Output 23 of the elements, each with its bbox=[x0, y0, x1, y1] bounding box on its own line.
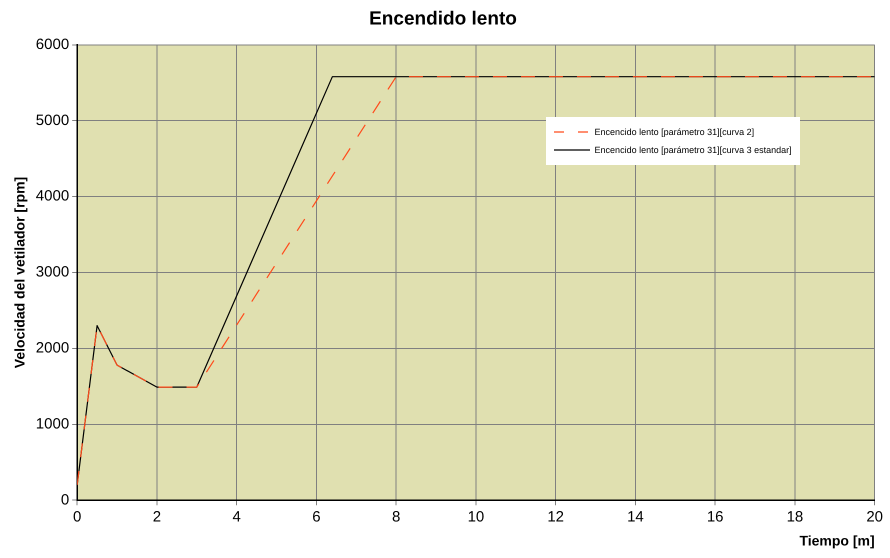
x-tick-label: 16 bbox=[706, 508, 724, 526]
x-tick-label: 4 bbox=[232, 508, 241, 526]
y-tick-label: 6000 bbox=[36, 36, 70, 53]
y-tick-label: 1000 bbox=[36, 415, 70, 432]
legend-label: Encencido lento [parámetro 31][curva 2] bbox=[594, 126, 754, 137]
x-tick-label: 14 bbox=[627, 508, 644, 526]
x-tick-label: 18 bbox=[786, 508, 804, 526]
y-tick-label: 0 bbox=[60, 491, 70, 508]
x-tick-label: 10 bbox=[468, 508, 484, 526]
y-axis-title: Velocidad del vetilador [rpm] bbox=[11, 176, 28, 368]
y-tick-label: 5000 bbox=[36, 112, 70, 129]
x-axis-title: Tiempo [m] bbox=[799, 532, 875, 548]
y-tick-label: 3000 bbox=[36, 264, 70, 281]
y-tick-label: 4000 bbox=[36, 188, 70, 205]
x-tick-label: 12 bbox=[547, 508, 564, 526]
x-tick-label: 0 bbox=[72, 508, 82, 526]
x-tick-label: 20 bbox=[866, 508, 883, 526]
legend-label: Encencido lento [parámetro 31][curva 3 estandar] bbox=[594, 144, 792, 155]
x-tick-label: 2 bbox=[152, 508, 162, 526]
x-tick-label: 8 bbox=[392, 508, 400, 526]
chart-title: Encendido lento bbox=[369, 8, 517, 30]
x-tick-label: 6 bbox=[312, 508, 321, 526]
y-tick-label: 2000 bbox=[36, 340, 70, 357]
